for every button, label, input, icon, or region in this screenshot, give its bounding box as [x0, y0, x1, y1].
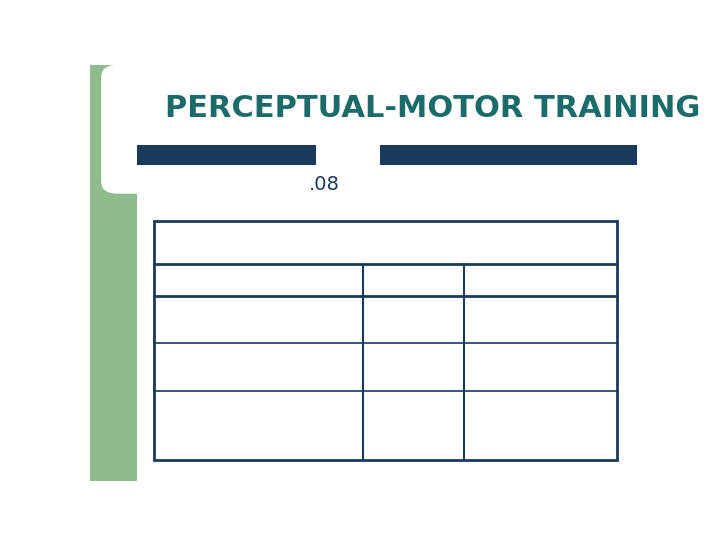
- Text: .08: .08: [309, 175, 340, 194]
- Text: .166: .166: [369, 300, 400, 314]
- Bar: [138, 145, 316, 165]
- Text: Perceptual/Sensory
Motor: Perceptual/Sensory Motor: [160, 300, 294, 333]
- Bar: [154, 221, 617, 460]
- Text: Average ES for Perceptual-Motor Outcome Classes: Average ES for Perceptual-Motor Outcome …: [187, 238, 584, 252]
- Bar: [90, 181, 138, 481]
- Text: Power Analysis: Power Analysis: [469, 268, 588, 282]
- Text: .028: .028: [369, 395, 400, 409]
- Text: PERCEPTUAL-MOTOR TRAINING: PERCEPTUAL-MOTOR TRAINING: [166, 94, 701, 123]
- Text: Cognitive: Cognitive: [160, 395, 225, 409]
- Bar: [90, 65, 202, 181]
- Text: Outcome Class: Outcome Class: [160, 268, 276, 282]
- Text: .013: .013: [369, 348, 400, 362]
- Text: Negligible: Negligible: [469, 395, 539, 409]
- Text: Mean ES: Mean ES: [369, 268, 436, 282]
- FancyBboxPatch shape: [101, 65, 224, 194]
- Text: Academic
Achievement: Academic Achievement: [160, 348, 251, 381]
- Bar: [380, 145, 637, 165]
- Text: Small: Small: [469, 300, 508, 314]
- Text: Negligible: Negligible: [469, 348, 539, 362]
- Text: Table 1: Table 1: [358, 225, 414, 239]
